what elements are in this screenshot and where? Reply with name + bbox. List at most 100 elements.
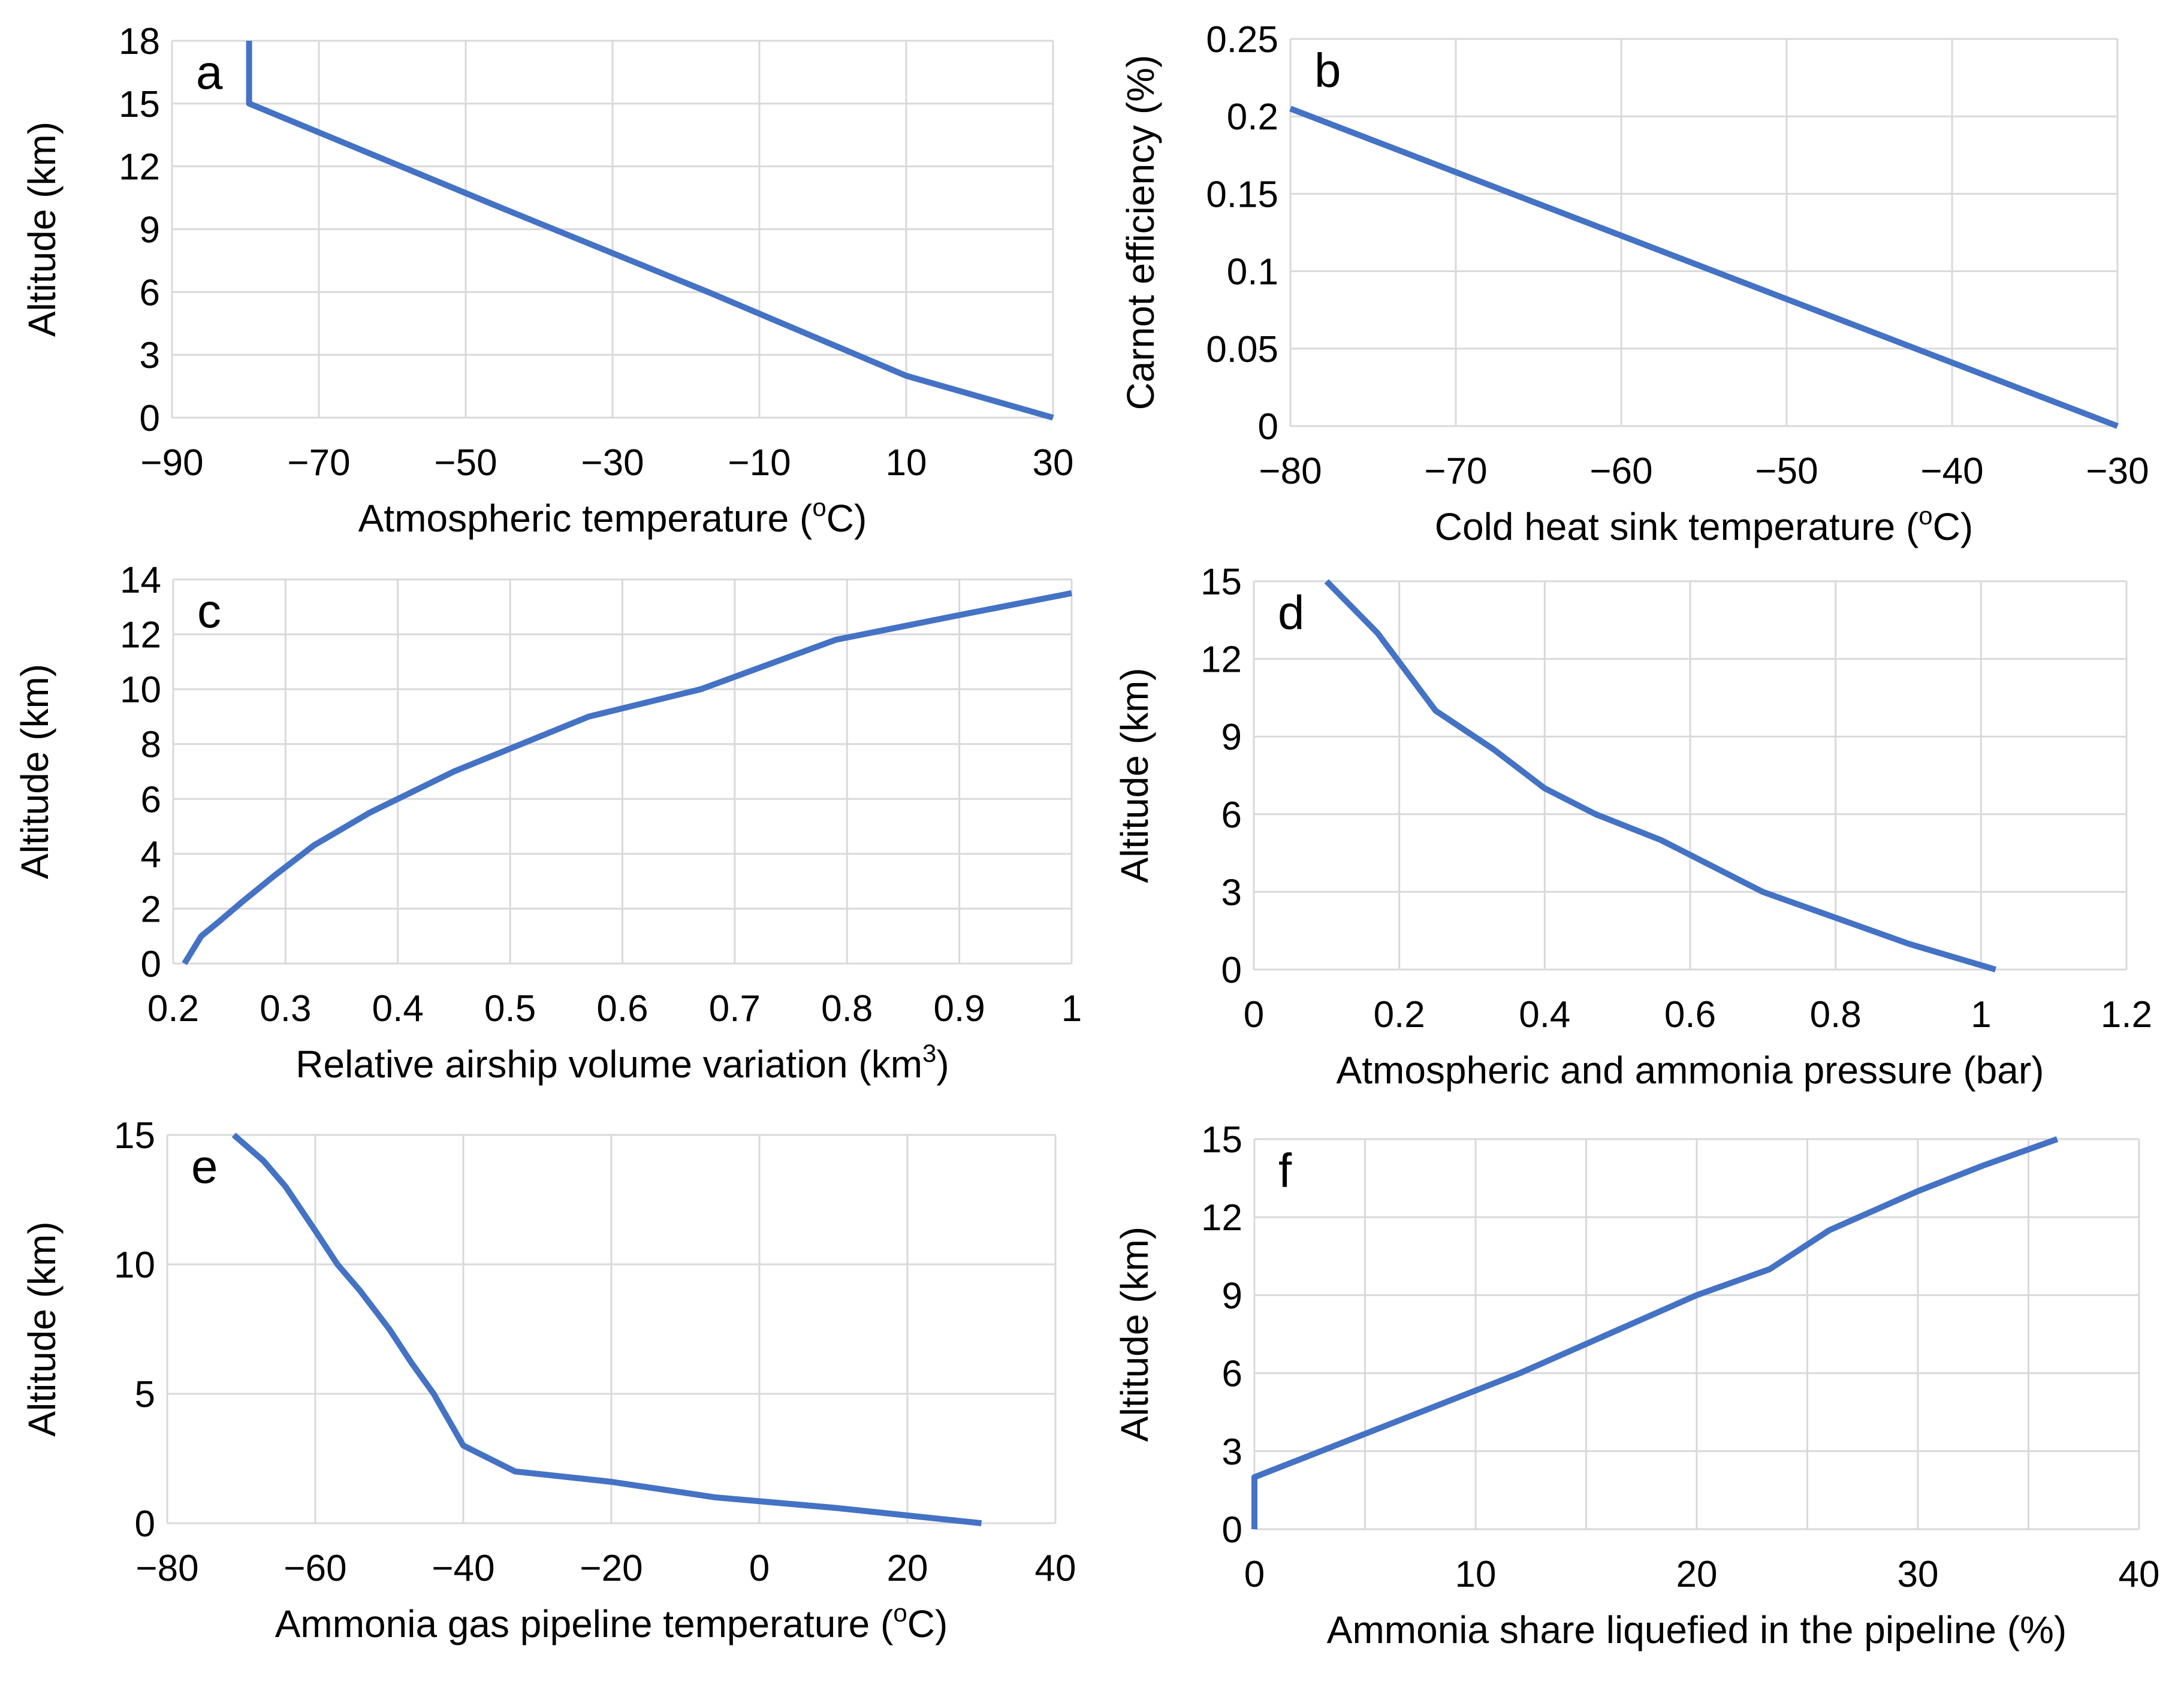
x-tick-label: 0 [1244,1554,1265,1595]
x-axis-label-end: C) [907,1602,948,1645]
x-tick-label: 20 [1676,1554,1718,1595]
y-tick-label: 0 [1258,406,1278,448]
y-axis-label: Altitude (km) [20,122,64,337]
y-tick-label: 0.15 [1206,174,1278,215]
x-tick-label: −70 [1424,451,1487,492]
y-tick-label: 0 [1221,950,1242,991]
x-tick-label: −70 [287,442,350,484]
x-tick-label: −20 [580,1548,642,1589]
x-tick-label: 0.3 [260,988,311,1029]
y-tick-label: 15 [1201,1119,1242,1161]
y-tick-label: 12 [120,615,161,656]
x-tick-label: 20 [887,1548,928,1589]
x-tick-label: −60 [1589,451,1652,492]
series-line-a [246,41,1054,421]
x-tick-label: 0.2 [1374,994,1425,1035]
series-line-f [1251,1136,2059,1529]
panel-a: 0 3 6 9 12 15 18 −90 −70 −50 −30 −10 10 30 Atmospheric… [20,21,1073,540]
y-tick-label: 0.2 [1227,96,1278,138]
x-tick-label: −80 [1259,451,1322,492]
x-tick-label: 0.7 [709,988,761,1029]
y-tick-label: 9 [140,210,160,251]
y-tick-label: 0.05 [1206,329,1278,370]
y-tick-label: 9 [1221,717,1242,758]
panel-e: 0 5 10 15 −80 −60 −40 −20 0 20 40 Ammonia gas pipel… [20,1115,1076,1645]
x-tick-label: −50 [1755,451,1818,492]
y-tick-label: 0 [135,1503,155,1545]
panel-label: c [197,584,221,638]
x-axis-label-superscript: o [893,1599,907,1627]
x-tick-label: 40 [1035,1548,1076,1589]
y-tick-label: 6 [141,779,161,820]
y-tick-label: 12 [1200,639,1242,681]
x-tick-label: 0.4 [372,988,424,1029]
panel-d: 0 3 6 9 12 15 0 0.2 0.4 0.6 0.8 1 1.2 Atmospheric and… [1113,561,2152,1092]
y-tick-label: 0.1 [1227,252,1278,293]
x-tick-label: 0.4 [1519,994,1570,1035]
y-tick-label: 14 [120,560,161,601]
y-tick-label: 3 [1221,872,1242,913]
series-line-c [182,590,1072,965]
x-axis-label-end: ) [936,1043,949,1086]
y-tick-label: 18 [119,21,160,62]
x-tick-label: 0.9 [934,988,985,1029]
x-tick-label: 10 [1455,1554,1497,1595]
x-tick-label: 0.8 [1810,994,1862,1035]
panel-label: d [1278,586,1305,639]
x-tick-label: 10 [886,442,927,484]
x-axis-label-text: Ammonia gas pipeline temperature ( [275,1602,894,1645]
x-tick-label: 0.6 [596,988,648,1029]
x-axis-label-superscript: o [812,493,826,521]
panel-label: f [1278,1144,1292,1197]
x-axis-label: Atmospheric temperature (oC) [358,493,867,540]
panel-label: b [1314,44,1341,97]
x-tick-label: 40 [2119,1554,2160,1595]
x-tick-label: −90 [140,442,203,484]
x-tick-label: 0 [1244,994,1264,1035]
y-tick-label: 15 [114,1115,155,1156]
panel-f: 0 3 6 9 12 15 0 10 20 30 40 Ammonia share liquefied… [1113,1119,2159,1651]
x-tick-label: 0.2 [147,988,199,1029]
y-axis-label: Altitude (km) [20,1221,64,1436]
y-tick-label: 15 [1200,561,1242,603]
x-tick-label: 0 [749,1548,770,1589]
x-tick-label: −80 [135,1548,198,1589]
panel-c: 0 2 4 6 8 10 12 14 0.2 0.3 0.4 0.5 0.6 0.7 0.8 0.9 1 Rela… [13,560,1082,1086]
y-tick-label: 3 [140,335,160,376]
y-axis-label: Carnot efficiency (%) [1119,55,1162,410]
x-axis-label-superscript: o [1918,502,1932,530]
x-tick-label: −30 [2086,451,2149,492]
x-axis-label: Atmospheric and ammonia pressure (bar) [1337,1049,2044,1092]
x-axis-label-text: Relative airship volume variation (km [295,1043,922,1086]
x-tick-label: 0.6 [1664,994,1716,1035]
series-line-b [1289,105,2119,429]
x-tick-label: 30 [1898,1554,1939,1595]
y-tick-label: 10 [114,1245,155,1286]
y-tick-label: 6 [140,272,160,313]
x-axis-label-end: C) [826,497,867,540]
y-tick-label: 0 [1222,1509,1242,1551]
y-tick-label: 9 [1222,1275,1242,1316]
x-tick-label: −10 [728,442,791,484]
x-axis-label: Cold heat sink temperature (oC) [1435,502,1973,548]
y-tick-label: 6 [1221,795,1242,836]
y-tick-label: 6 [1222,1354,1242,1395]
x-tick-label: −30 [581,442,644,484]
x-tick-label: 1 [1061,988,1082,1029]
x-tick-label: 0.5 [484,988,536,1029]
y-tick-label: 8 [141,724,161,766]
y-tick-label: 12 [1201,1197,1242,1239]
y-axis-label: Altitude (km) [1113,668,1156,883]
y-tick-label: 0 [141,944,161,985]
x-tick-label: −50 [434,442,497,484]
y-tick-label: 4 [141,834,161,875]
x-axis-label: Ammonia gas pipeline temperature (oC) [275,1599,948,1645]
x-tick-label: −60 [283,1548,346,1589]
y-tick-label: 5 [135,1374,155,1415]
y-tick-label: 10 [120,669,161,711]
x-tick-label: 1 [1971,994,1991,1035]
x-tick-label: 1.2 [2101,994,2152,1035]
x-axis-label-end: C) [1933,505,1974,548]
panel-b: 0 0.05 0.1 0.15 0.2 0.25 −80 −70 −60 −50 −40 −30 Col… [1119,19,2149,548]
